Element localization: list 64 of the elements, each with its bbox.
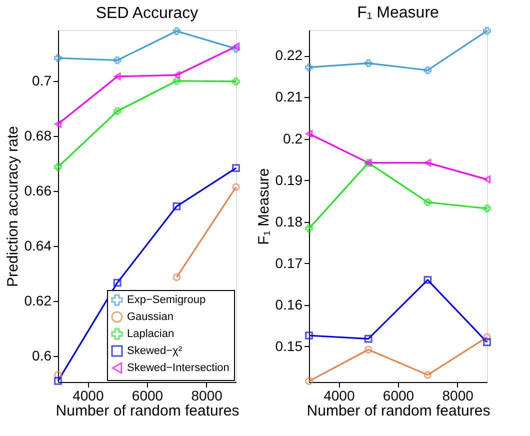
point: [305, 224, 313, 232]
point: [306, 130, 312, 138]
legend-label: Exp−Semigroup: [127, 294, 206, 306]
point: [54, 54, 62, 62]
y-tick-label: 0.17: [275, 254, 303, 271]
point: [483, 26, 491, 35]
point: [54, 376, 62, 385]
point: [424, 158, 432, 167]
point: [364, 334, 372, 343]
point: [173, 71, 180, 80]
x-axis-title: Number of random features: [56, 402, 240, 420]
point: [172, 273, 181, 282]
y-tick-label: 0.66: [24, 182, 52, 198]
y-axis-title: Prediction accuracy rate: [4, 126, 22, 287]
y-tick-label: 0.64: [24, 237, 52, 254]
point: [232, 164, 240, 172]
y-tick-label: 0.68: [24, 127, 52, 144]
y-tick-label: 0.19: [275, 172, 303, 188]
point: [232, 78, 240, 86]
legend-label: Skewed−Intersection: [127, 362, 230, 374]
legend-label: Laplacian: [127, 328, 174, 340]
point: [484, 176, 490, 184]
point: [424, 371, 432, 379]
point: [54, 163, 62, 171]
x-tick-label: 4000: [324, 388, 355, 404]
x-tick-label: 6000: [382, 388, 414, 404]
y-tick-label: 0.2: [283, 130, 303, 146]
y-tick-label: 0.22: [275, 47, 303, 64]
point: [424, 198, 432, 206]
x-tick-label: 8000: [191, 388, 223, 404]
point: [113, 278, 122, 287]
y-tick-label: 0.7: [32, 72, 52, 88]
chart-title: SED Accuracy: [96, 4, 198, 22]
point: [172, 202, 181, 210]
point: [172, 27, 181, 36]
point: [483, 204, 491, 212]
y-tick-label: 0.18: [275, 213, 303, 230]
x-tick-label: 4000: [72, 388, 104, 404]
point: [113, 107, 122, 116]
x-tick-label: 8000: [442, 388, 474, 404]
point: [305, 332, 313, 340]
y-tick-label: 0.21: [275, 88, 303, 105]
chart-title: F₁ Measure: [357, 4, 440, 22]
point: [114, 72, 121, 80]
point: [483, 338, 491, 346]
point: [54, 120, 62, 128]
x-axis-title: Number of random features: [306, 402, 490, 420]
point: [364, 59, 372, 68]
point: [232, 44, 240, 53]
point: [364, 346, 372, 354]
x-tick-label: 6000: [132, 388, 164, 404]
point: [424, 66, 432, 74]
y-tick-label: 0.6: [32, 347, 52, 364]
y-tick-label: 0.62: [24, 292, 52, 308]
y-tick-label: 0.16: [275, 296, 303, 312]
y-axis-title: F₁ Measure: [255, 168, 272, 245]
y-tick-label: 0.15: [275, 338, 303, 354]
legend-label: Skewed−χ²: [127, 345, 182, 357]
point: [113, 56, 122, 64]
point: [305, 63, 313, 72]
legend-label: Gaussian: [127, 311, 174, 323]
point: [172, 76, 181, 85]
point: [232, 42, 240, 50]
point: [424, 276, 432, 284]
